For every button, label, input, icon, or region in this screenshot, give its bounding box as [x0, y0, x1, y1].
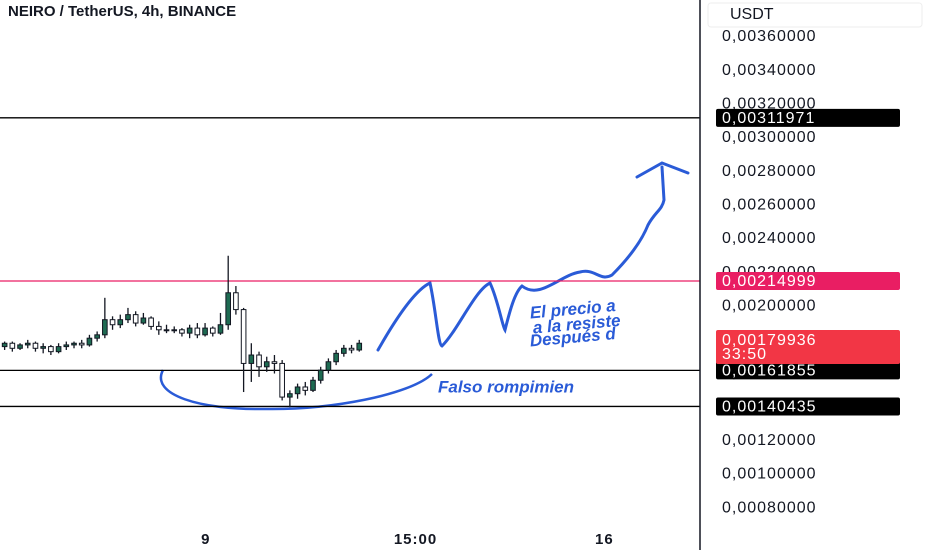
price-label: 0,00311971 — [722, 110, 815, 127]
candle-body — [202, 327, 208, 336]
y-tick-label: 0,00340000 — [722, 62, 817, 79]
x-tick-label: 9 — [201, 531, 210, 548]
candle-body — [341, 347, 347, 354]
candle-body — [55, 346, 62, 353]
candle-body — [9, 342, 16, 349]
candle-body — [209, 327, 216, 334]
candle-body — [325, 361, 332, 371]
price-label: 0,00161855 — [722, 363, 817, 380]
candle-body — [63, 344, 70, 348]
candle-body — [256, 354, 262, 368]
candle-body — [171, 329, 178, 332]
y-tick-label: 0,00200000 — [722, 297, 817, 314]
candle-body — [163, 329, 170, 332]
candle-body — [132, 314, 139, 324]
last-price-bg — [716, 329, 900, 364]
currency-box[interactable] — [707, 2, 923, 28]
price-label: 0,00214999 — [722, 273, 817, 290]
candle-body — [140, 317, 147, 324]
candle-body — [48, 346, 54, 353]
candle-body — [356, 342, 363, 351]
currency[interactable]: USDT — [730, 6, 774, 23]
candle-body — [71, 342, 77, 346]
plot-area: El precio a a la resiste Después d Falso… — [0, 117, 700, 411]
candle-body — [78, 342, 85, 346]
candle-body — [186, 327, 193, 334]
candle-body — [40, 346, 46, 349]
y-tick-label: 0,00240000 — [722, 230, 817, 247]
price-label-bg — [716, 397, 900, 416]
candle-body — [279, 362, 285, 398]
chart-title: NEIRO / TetherUS, 4h, BINANCE — [8, 3, 236, 20]
annotation: Falso rompimien — [438, 377, 574, 396]
arrow-head — [635, 161, 690, 179]
price-label-bg — [716, 108, 900, 127]
candle-body — [1, 342, 8, 348]
candle-body — [194, 327, 201, 336]
x-tick-label: 15:00 — [394, 531, 437, 548]
y-tick-label: 0,00100000 — [722, 466, 817, 483]
y-tick-label: 0,00300000 — [722, 129, 817, 146]
candle-body — [179, 329, 185, 334]
candle-body — [271, 361, 278, 364]
drawing-ellipse — [159, 369, 433, 411]
candle-body — [348, 347, 355, 351]
candle-body — [233, 292, 239, 311]
candle-body — [32, 342, 39, 349]
candle-body — [287, 393, 293, 398]
candle-body — [117, 319, 124, 326]
y-tick-label: 0,00320000 — [722, 96, 817, 113]
candle-body — [310, 379, 316, 391]
candle-body — [125, 314, 131, 321]
y-tick-label: 0,00360000 — [722, 28, 817, 45]
candle-body — [155, 325, 162, 331]
candle-body — [24, 342, 31, 346]
last-price-label: 0,00179936 — [722, 332, 817, 349]
y-tick-label: 0,00260000 — [722, 196, 817, 213]
price-label-bg — [716, 361, 900, 380]
candle-body — [217, 324, 224, 334]
candle-body — [225, 292, 232, 326]
price-label: 0,00140435 — [722, 399, 817, 416]
y-tick-label: 0,00120000 — [722, 432, 817, 449]
price-label-bg — [716, 271, 900, 290]
y-tick-label: 0,00080000 — [722, 499, 817, 516]
candle-body — [302, 386, 309, 391]
candle-body — [317, 369, 324, 381]
candle-body — [333, 352, 339, 363]
candle-body — [148, 317, 154, 327]
countdown: 33:50 — [722, 346, 767, 363]
y-tick-label: 0,00280000 — [722, 163, 817, 180]
drawing-arrow — [376, 165, 666, 352]
candle-body — [109, 319, 116, 326]
x-tick-label: 16 — [595, 531, 614, 548]
candle-body — [248, 354, 255, 364]
candle-body — [294, 386, 301, 395]
candle-body — [240, 309, 247, 364]
candle-body — [263, 361, 270, 368]
candle-body — [17, 344, 23, 349]
candle-body — [94, 334, 100, 339]
candle-body — [102, 319, 108, 336]
candle-body — [86, 337, 93, 346]
